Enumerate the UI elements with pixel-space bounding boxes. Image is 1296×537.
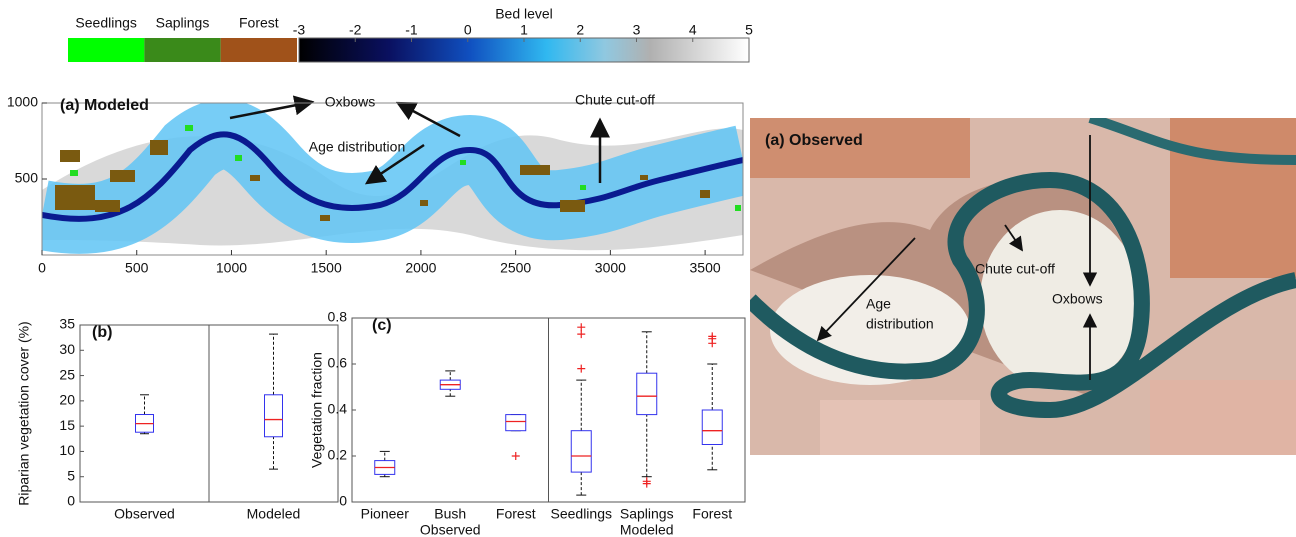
colorbar-tick-label: 0 — [464, 22, 472, 38]
outlier — [577, 364, 586, 373]
x-tick-label: 3500 — [690, 260, 721, 276]
y-axis-label: Riparian vegetation cover (%) — [16, 321, 32, 505]
x-tick-label: Forest — [496, 506, 536, 522]
outlier — [577, 330, 586, 339]
box — [636, 372, 658, 416]
photo-title: (a) Observed — [765, 132, 863, 149]
map-annotation: Age distribution — [309, 139, 406, 155]
x-tick-label: Saplings — [620, 506, 674, 522]
box — [701, 409, 723, 445]
legend-label: Seedlings — [75, 15, 137, 31]
x-tick-label: 500 — [125, 260, 149, 276]
y-tick-label: 0.2 — [328, 447, 348, 463]
photo-annotation: Oxbows — [1052, 291, 1103, 307]
y-tick-label: 10 — [59, 442, 75, 458]
x-tick-label: Seedlings — [551, 506, 613, 522]
y-tick-label: 15 — [59, 417, 75, 433]
x-tick-label: Modeled — [247, 506, 301, 522]
photo-annotation: Chute cut-off — [975, 261, 1055, 277]
outlier — [577, 323, 586, 332]
legend-swatch — [144, 38, 221, 62]
x-tick-label: Forest — [692, 506, 732, 522]
group-label: Observed — [420, 522, 481, 537]
colorbar-tick-label: 3 — [633, 22, 641, 38]
x-tick-label: Bush — [434, 506, 466, 522]
colorbar-tick-label: 1 — [520, 22, 528, 38]
map-title: (a) Modeled — [60, 97, 149, 114]
legend-swatch — [220, 38, 297, 62]
photo-annotation: Age — [866, 296, 891, 312]
annotation-arrows — [229, 95, 1098, 380]
outlier — [642, 479, 651, 488]
colorbar-tick-label: -1 — [405, 22, 418, 38]
y-tick-label: 30 — [59, 341, 75, 357]
y-tick-label: 0.4 — [328, 401, 348, 417]
x-tick-label: Pioneer — [361, 506, 410, 522]
x-tick-label: 2000 — [405, 260, 436, 276]
x-tick-label: 1500 — [311, 260, 342, 276]
y-tick-label: 0.8 — [328, 309, 348, 325]
y-tick-label: 20 — [59, 392, 75, 408]
group-label: Modeled — [620, 522, 674, 537]
box — [570, 430, 592, 473]
y-tick-label: 0 — [339, 493, 347, 509]
y-tick-label: 1000 — [7, 94, 38, 110]
y-axis-label: Vegetation fraction — [309, 352, 325, 468]
y-tick-label: 0.6 — [328, 355, 348, 371]
y-tick-label: 35 — [59, 316, 75, 332]
panel-label: (b) — [92, 324, 112, 341]
photo-annotation: distribution — [866, 316, 934, 332]
map-annotation: Chute cut-off — [575, 92, 655, 108]
colorbar-tick-label: 4 — [689, 22, 697, 38]
outlier — [511, 452, 520, 460]
y-tick-label: 25 — [59, 366, 75, 382]
y-tick-label: 500 — [15, 170, 39, 186]
x-tick-label: 3000 — [595, 260, 626, 276]
colorbar-tick-label: -3 — [293, 22, 306, 38]
colorbar-tick-label: 5 — [745, 22, 753, 38]
box — [264, 394, 283, 438]
x-tick-label: Observed — [114, 506, 175, 522]
legend-label: Forest — [239, 15, 279, 31]
modeled-map — [42, 103, 743, 254]
x-tick-label: 2500 — [500, 260, 531, 276]
y-tick-label: 5 — [67, 467, 75, 483]
legend-swatch — [68, 38, 145, 62]
y-tick-label: 0 — [67, 493, 75, 509]
colorbar-tick-label: -2 — [349, 22, 362, 38]
outlier — [708, 332, 717, 341]
legend-label: Saplings — [156, 15, 210, 31]
x-tick-label: 1000 — [216, 260, 247, 276]
map-annotation: Oxbows — [325, 94, 376, 110]
x-tick-label: 0 — [38, 260, 46, 276]
colorbar-label: Bed level — [495, 6, 553, 22]
panel-label: (c) — [372, 317, 392, 334]
observed-photo — [750, 118, 1296, 455]
box — [505, 414, 527, 432]
colorbar-tick-label: 2 — [576, 22, 584, 38]
